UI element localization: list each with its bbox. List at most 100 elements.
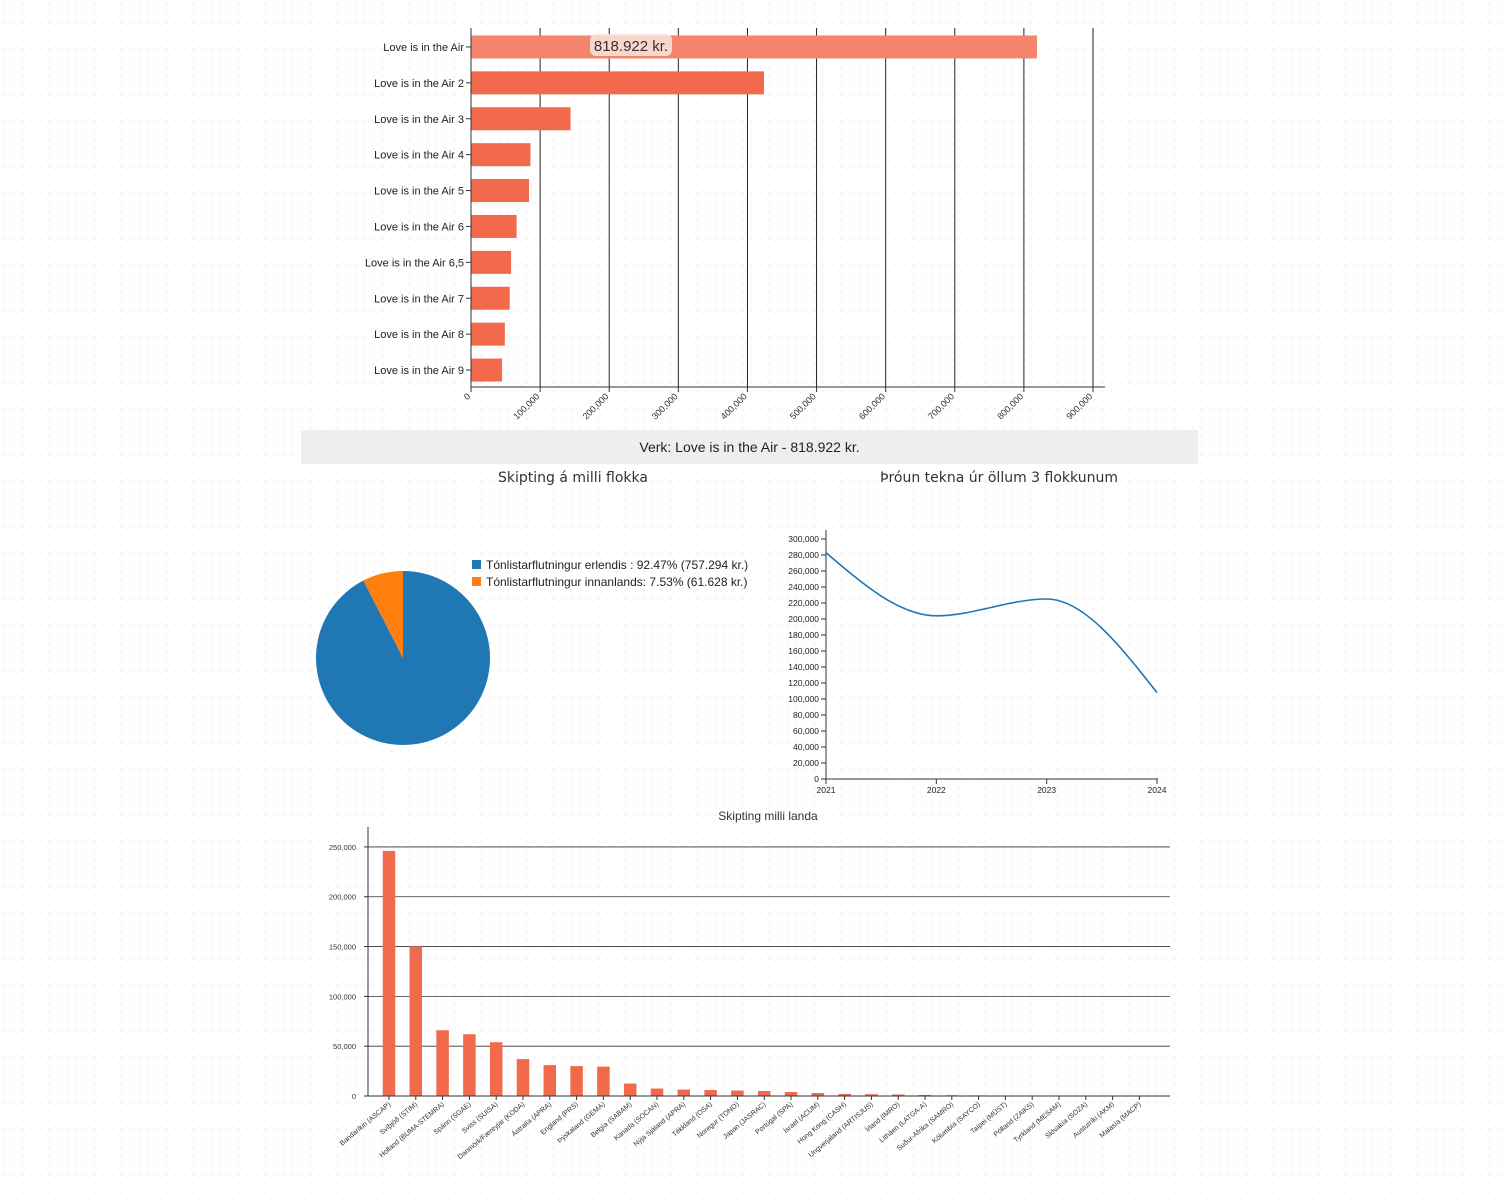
country-x-label: Þýskaland (GEMA) [557,1101,607,1145]
line-chart-title: Þróun tekna úr öllum 3 flokkunum [880,470,1118,486]
top-bar-x-tick-label: 700,000 [926,391,956,421]
top-bar-category-label: Love is in the Air [383,42,464,54]
line-x-ticks: 2021 2022 2023 2024 [817,779,1167,795]
country-chart-title: Skipting milli landa [718,809,818,823]
top-bar-chart: Love is in the Air Love is in the Air 2 Lo… [365,28,1105,421]
top-bar-x-tick-label: 500,000 [788,391,818,421]
top-bar-x-tick-labels: 0 100,000 200,000 300,000 400,000 500,000 600,… [462,391,1095,421]
country-bars [382,850,1146,1097]
country-bar [543,1065,557,1096]
country-bar [382,850,396,1096]
line-y-tick-label: 20,000 [793,758,819,768]
top-bar [471,322,505,346]
country-y-tick-label: 100,000 [329,992,356,1001]
line-x-tick-label: 2022 [927,785,946,795]
line-y-tick-label: 140,000 [788,662,819,672]
country-x-labels: Bandaríkin (ASCAP)Svíþjóð (STIM)Holland … [339,1096,1143,1161]
country-bar [489,1042,503,1096]
country-x-label: Nýja Sjáland (APRA) [633,1101,687,1148]
top-bar-category-label: Love is in the Air 6 [374,221,464,233]
country-y-tick-label: 200,000 [329,893,356,902]
country-bar [570,1066,583,1096]
country-gridlines: 0 50,000 100,000 150,000 200,000 250,000 [329,843,1170,1101]
country-y-tick-label: 250,000 [329,843,356,852]
top-bar [471,71,765,95]
country-x-label: Kólumbía (SAYCO) [931,1101,982,1145]
line-y-ticks: 0 20,000 40,000 60,000 80,000 100,000 120,000 1… [788,534,826,784]
top-bar-x-tick-label: 100,000 [511,391,541,421]
top-bar [471,286,510,310]
pie-slices [316,571,490,745]
country-x-label: Bandaríkin (ASCAP) [339,1101,392,1147]
country-bar [865,1094,878,1096]
top-bar-x-tick-label: 400,000 [719,391,749,421]
top-bar-category-label: Love is in the Air 6,5 [365,257,464,269]
top-bar-category-label: Love is in the Air 8 [374,329,464,341]
line-y-tick-label: 40,000 [793,742,819,752]
line-y-tick-label: 160,000 [788,646,819,656]
legend-item-erlendis[interactable]: Tónlistarflutningur erlendis : 92.47% (7… [472,556,748,573]
line-y-tick-label: 80,000 [793,710,819,720]
top-bar-x-tick-label: 200,000 [581,391,611,421]
top-bar [471,143,531,167]
country-bar [677,1089,691,1096]
country-bar [409,946,423,1096]
top-bar-x-tick-label: 900,000 [1064,391,1094,421]
line-y-tick-label: 0 [814,774,819,784]
pie-chart [316,571,490,745]
top-bar-category-label: Love is in the Air 4 [374,150,464,162]
line-y-tick-label: 200,000 [788,614,819,624]
country-bar [650,1088,664,1096]
bar-tooltip-text: 818.922 kr. [594,38,668,55]
country-bar [891,1094,905,1096]
top-bar-x-tick-label: 300,000 [650,391,680,421]
country-bar [597,1066,610,1096]
line-x-tick-label: 2024 [1148,785,1167,795]
top-bar-category-label: Love is in the Air 7 [374,293,464,305]
top-bar-category-label: Love is in the Air 3 [374,114,464,126]
top-bar [471,179,530,203]
country-bar [811,1093,825,1096]
country-bar [784,1092,798,1096]
line-x-tick-label: 2023 [1037,785,1056,795]
top-bar-x-tick-label: 600,000 [857,391,887,421]
line-y-tick-label: 180,000 [788,630,819,640]
line-y-tick-label: 300,000 [788,534,819,544]
top-bar-x-tick-label: 800,000 [995,391,1025,421]
country-x-label: Tyrkland (MESAM) [1013,1101,1062,1144]
country-bar [463,1034,476,1096]
top-bar [471,358,503,382]
country-bar [704,1090,717,1096]
line-y-tick-label: 260,000 [788,566,819,576]
country-x-label: Litháen (LATGA-A) [879,1101,929,1144]
top-bar [471,107,571,131]
top-bar [471,214,517,238]
verk-banner: Verk: Love is in the Air - 818.922 kr. [301,430,1198,464]
legend-item-innanlands[interactable]: Tónlistarflutningur innanlands: 7.53% (6… [472,573,748,590]
country-bar-chart: Skipting milli landa 0 50,000 100,000 150,0… [329,809,1170,1161]
country-bar [757,1091,771,1096]
top-bar-category-labels: Love is in the Air Love is in the Air 2 Lo… [365,42,471,377]
pie-slice [363,571,403,658]
line-y-tick-label: 280,000 [788,550,819,560]
country-y-tick-label: 150,000 [329,943,356,952]
top-bar-x-tick-label: 0 [462,391,473,402]
top-bar [471,35,1037,59]
country-y-tick-label: 0 [352,1092,356,1101]
line-y-tick-label: 120,000 [788,678,819,688]
bar-tooltip: 818.922 kr. [590,34,672,56]
line-series-path [825,551,1158,694]
line-x-tick-label: 2021 [817,785,836,795]
country-y-tick-label: 50,000 [333,1042,356,1051]
line-y-tick-label: 220,000 [788,598,819,608]
legend-label: Tónlistarflutningur innanlands: 7.53% (6… [486,574,748,589]
legend-swatch-orange [472,577,481,586]
country-bar [731,1090,744,1096]
line-y-tick-label: 60,000 [793,726,819,736]
country-bar [623,1083,637,1096]
top-bar-bars [471,35,1037,382]
legend-label: Tónlistarflutningur erlendis : 92.47% (7… [486,557,749,572]
country-bar [436,1030,449,1096]
line-y-tick-label: 100,000 [788,694,819,704]
top-bar-category-label: Love is in the Air 9 [374,365,464,377]
